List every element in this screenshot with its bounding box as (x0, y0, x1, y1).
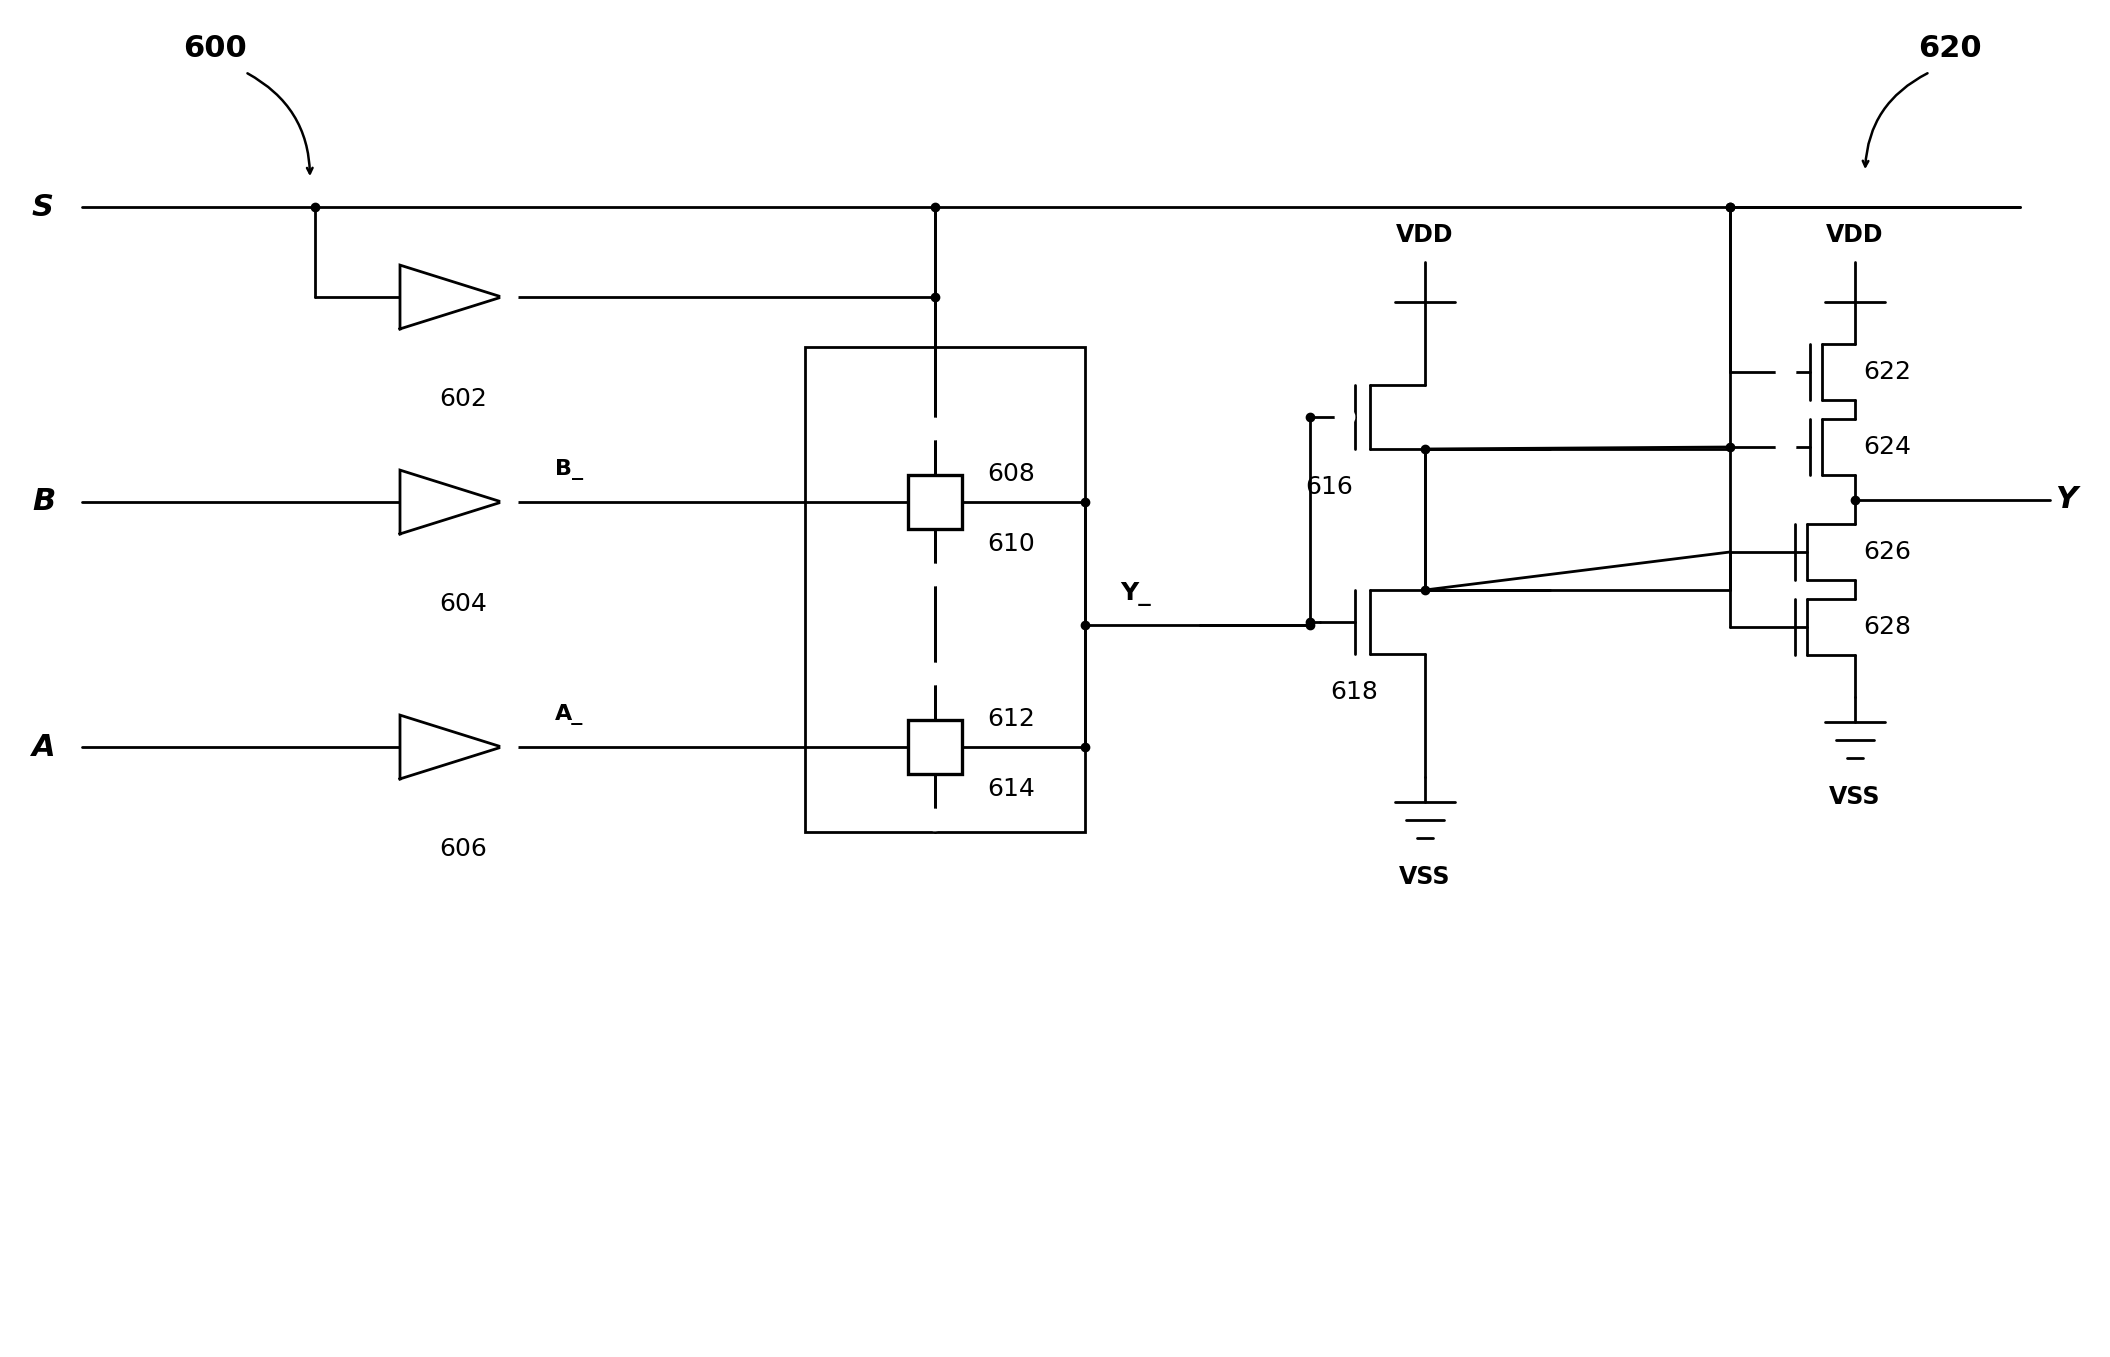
Bar (907, 721, 962, 773)
Text: 618: 618 (1329, 680, 1378, 704)
Text: VSS: VSS (1829, 784, 1880, 809)
Text: 604: 604 (439, 592, 487, 616)
Text: 608: 608 (987, 461, 1034, 486)
Circle shape (924, 810, 945, 830)
Text: VDD: VDD (1827, 223, 1884, 247)
Circle shape (1777, 364, 1796, 381)
Text: 602: 602 (439, 387, 487, 411)
Circle shape (924, 565, 945, 585)
Polygon shape (401, 265, 502, 328)
Text: Y_: Y_ (1120, 582, 1150, 607)
Text: 620: 620 (1918, 34, 1981, 62)
Text: VSS: VSS (1399, 864, 1452, 889)
Text: 626: 626 (1863, 540, 1912, 565)
Bar (907, 475, 962, 529)
Polygon shape (401, 470, 502, 533)
Circle shape (1336, 408, 1355, 426)
Circle shape (502, 494, 517, 510)
Text: 612: 612 (987, 707, 1034, 731)
Text: B_: B_ (555, 459, 582, 480)
Circle shape (924, 664, 945, 684)
Text: B: B (32, 487, 55, 517)
Text: A_: A_ (555, 704, 582, 725)
Text: 628: 628 (1863, 615, 1912, 639)
Circle shape (1777, 438, 1796, 456)
Bar (806, 347, 1085, 832)
Text: 624: 624 (1863, 436, 1912, 459)
Polygon shape (401, 715, 502, 779)
Circle shape (502, 740, 517, 754)
Text: Y: Y (2055, 484, 2076, 514)
Circle shape (924, 419, 945, 440)
Text: 616: 616 (1304, 475, 1353, 499)
Text: S: S (32, 193, 55, 221)
Circle shape (502, 289, 517, 305)
Text: 622: 622 (1863, 360, 1912, 384)
Text: A: A (32, 733, 55, 761)
Text: 600: 600 (184, 34, 247, 62)
Text: 606: 606 (439, 837, 487, 860)
Text: VDD: VDD (1397, 223, 1454, 247)
Text: 610: 610 (987, 532, 1034, 556)
Text: 614: 614 (987, 778, 1034, 801)
